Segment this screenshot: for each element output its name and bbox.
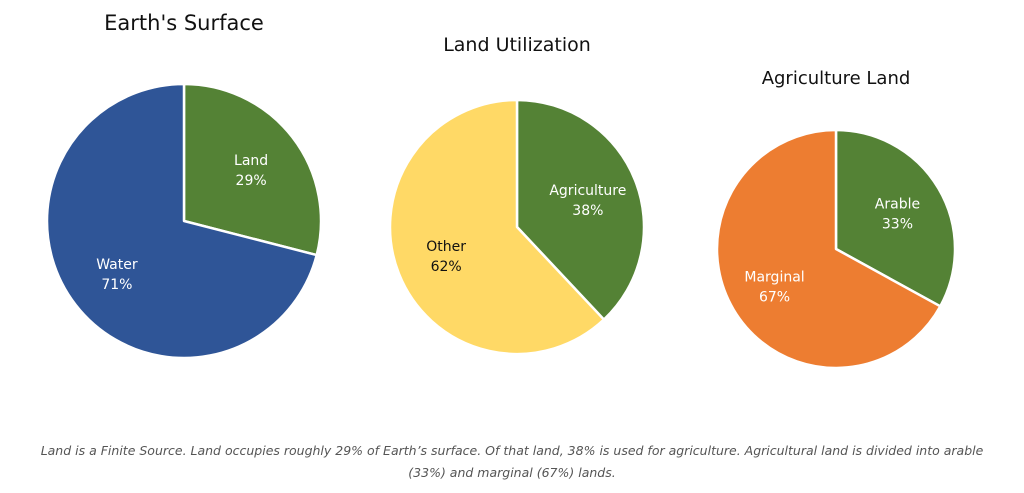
pie-slice-land bbox=[182, 82, 323, 257]
slice-label: Other bbox=[426, 239, 466, 255]
pie-chart-2: Land Utilization Agriculture 38% Other 62% bbox=[388, 34, 646, 356]
pie-slice-arable bbox=[834, 128, 957, 308]
slice-label: Arable bbox=[875, 197, 920, 213]
slice-value: 62% bbox=[431, 259, 462, 275]
pie-chart-1: Earth's Surface Land 29% Water 71% bbox=[45, 11, 323, 360]
slice-label: Agriculture bbox=[549, 183, 626, 199]
figure-caption: Land is a Finite Source. Land occupies r… bbox=[40, 443, 984, 480]
slice-label: Land bbox=[234, 153, 268, 169]
slice-value: 38% bbox=[572, 203, 603, 219]
pie-slice-water bbox=[45, 82, 318, 360]
slice-value: 29% bbox=[236, 173, 267, 189]
chart-title: Land Utilization bbox=[443, 34, 591, 56]
slice-value: 71% bbox=[101, 277, 132, 293]
pie-slice-other bbox=[388, 98, 606, 356]
chart-title: Earth's Surface bbox=[104, 11, 264, 35]
slice-label: Water bbox=[96, 257, 138, 273]
slice-label: Marginal bbox=[744, 269, 804, 285]
slice-value: 67% bbox=[759, 289, 790, 305]
pie-slice-agriculture bbox=[515, 98, 646, 321]
chart-title: Agriculture Land bbox=[762, 68, 911, 89]
pie-slice-marginal bbox=[715, 128, 942, 370]
slice-value: 33% bbox=[882, 217, 913, 233]
pie-chart-3: Agriculture Land Arable 33% Marginal 67% bbox=[715, 68, 957, 370]
